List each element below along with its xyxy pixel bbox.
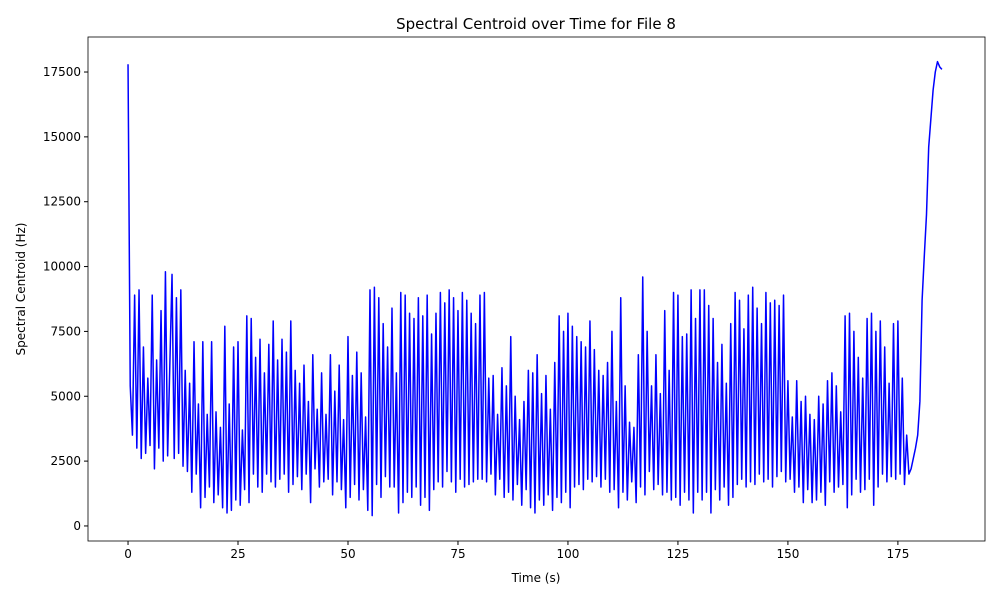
x-tick-label: 175	[886, 547, 909, 561]
x-tick-label: 125	[666, 547, 689, 561]
y-tick-label: 0	[73, 519, 81, 533]
y-tick-label: 5000	[50, 389, 81, 403]
x-tick-label: 150	[776, 547, 799, 561]
x-axis-label: Time (s)	[511, 571, 561, 585]
y-tick-label: 17500	[43, 65, 81, 79]
y-tick-label: 10000	[43, 260, 81, 274]
x-tick-label: 0	[124, 547, 132, 561]
data-line	[127, 60, 943, 517]
y-tick-label: 15000	[43, 130, 81, 144]
y-tick-label: 12500	[43, 195, 81, 209]
x-tick-label: 50	[340, 547, 355, 561]
y-tick-label: 2500	[50, 454, 81, 468]
x-tick-label: 100	[557, 547, 580, 561]
plot-frame	[87, 36, 986, 542]
x-tick-label: 75	[450, 547, 465, 561]
y-axis-label: Spectral Centroid (Hz)	[14, 223, 28, 356]
chart-title: Spectral Centroid over Time for File 8	[396, 15, 676, 33]
x-tick-label: 25	[230, 547, 245, 561]
y-tick-label: 7500	[50, 324, 81, 338]
